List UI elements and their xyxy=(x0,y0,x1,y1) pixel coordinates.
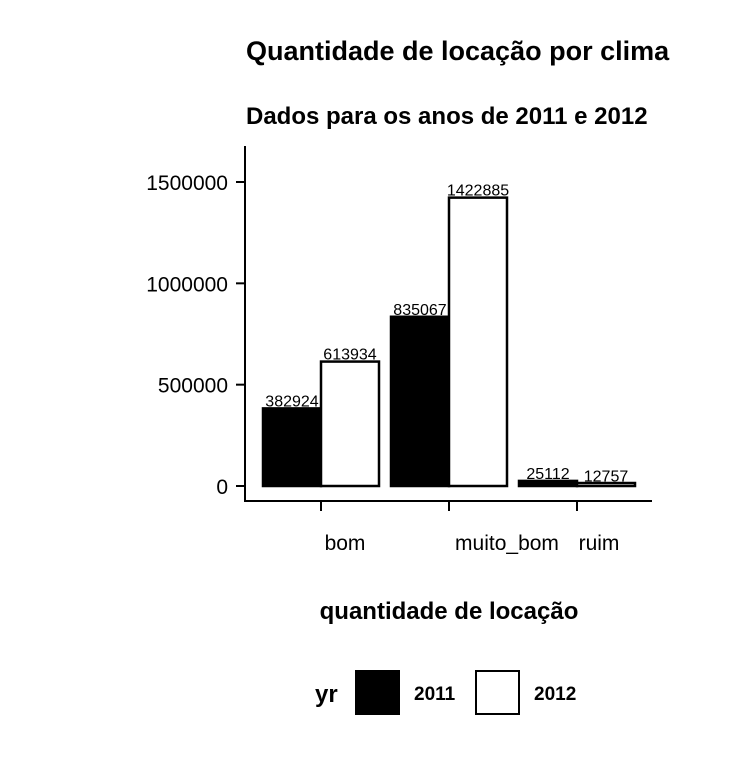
chart-subtitle: Dados para os anos de 2011 e 2012 xyxy=(246,103,648,130)
legend-title: yr xyxy=(315,681,338,708)
y-tick-label: 1500000 xyxy=(146,172,228,195)
x-tick-label-bom: bom xyxy=(325,532,366,555)
x-tick-label-muito_bom: muito_bom xyxy=(455,532,559,555)
y-tick-label: 500000 xyxy=(158,375,228,398)
bar-muito_bom-2012 xyxy=(447,196,509,488)
x-ticks: bom muito_bom ruim xyxy=(320,501,620,555)
chart-title: Quantidade de locação por clima xyxy=(246,36,670,66)
bar-muito_bom-2011 xyxy=(389,315,451,488)
data-label-ruim-2011: 25112 xyxy=(526,466,569,483)
x-axis-label: quantidade de locação xyxy=(320,598,579,625)
legend-swatch-2011 xyxy=(355,670,400,715)
y-tick-label: 0 xyxy=(216,476,228,499)
data-label-ruim-2012: 12757 xyxy=(584,468,629,485)
bars xyxy=(261,196,637,488)
data-labels: 382924 613934 835067 1422885 25112 12757 xyxy=(265,183,628,486)
y-ticks: 0 500000 1000000 1500000 xyxy=(146,172,245,499)
data-label-muito_bom-2012: 1422885 xyxy=(447,183,509,200)
y-tick-label: 1000000 xyxy=(146,273,228,296)
bar-bom-2012 xyxy=(319,360,381,488)
legend-label-2011: 2011 xyxy=(414,684,456,705)
legend-label-2012: 2012 xyxy=(534,684,576,705)
bar-ruim-2012 xyxy=(575,481,637,488)
legend-swatch-2012 xyxy=(475,670,520,715)
legend: yr 2011 2012 xyxy=(315,670,576,715)
data-label-muito_bom-2011: 835067 xyxy=(393,302,446,319)
data-label-bom-2011: 382924 xyxy=(265,393,318,410)
data-label-bom-2012: 613934 xyxy=(323,347,376,364)
bar-bom-2011 xyxy=(261,407,323,488)
x-tick-label-ruim: ruim xyxy=(579,532,620,555)
